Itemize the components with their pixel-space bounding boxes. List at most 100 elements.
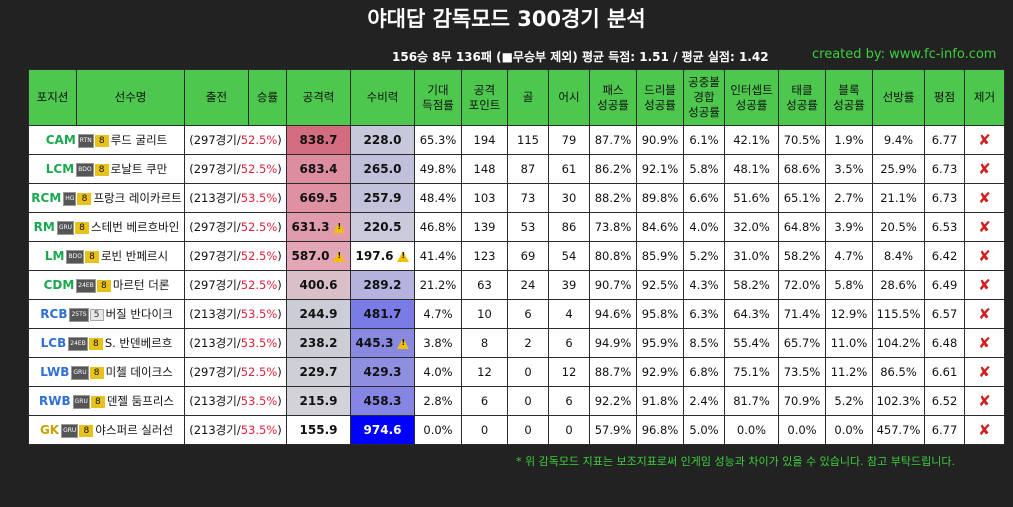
player-name[interactable]: S. 반덴베르흐 <box>104 336 173 350</box>
tackle-success: 58.2% <box>778 241 826 271</box>
remove-icon[interactable]: ✘ <box>978 305 991 323</box>
column-header[interactable]: 어시 <box>548 69 590 126</box>
save-rate: 104.2% <box>872 328 925 358</box>
save-rate: 20.5% <box>872 212 925 242</box>
column-header[interactable]: 기대 득점률 <box>414 69 462 126</box>
win-rate: 52.5% <box>240 249 278 263</box>
pass-success: 90.7% <box>589 270 637 300</box>
games-played: 213경기 <box>193 423 237 437</box>
rating: 6.61 <box>924 357 965 387</box>
upgrade-level-badge: 8 <box>84 250 99 263</box>
position-label: RWB <box>39 394 71 408</box>
expected-goal-rate: 4.7% <box>414 299 462 329</box>
column-header[interactable]: 공격력 <box>286 69 351 126</box>
remove-icon[interactable]: ✘ <box>978 160 991 178</box>
player-name[interactable]: 프랑크 레이카르트 <box>93 191 182 205</box>
player-cell: LWB GRU 8 미첼 데이크스 <box>28 357 185 387</box>
rating: 6.57 <box>924 299 965 329</box>
intercept-success: 0.0% <box>724 415 779 445</box>
upgrade-level-badge: 8 <box>89 366 104 379</box>
dribble-success: 92.5% <box>636 270 684 300</box>
assists: 4 <box>548 299 590 329</box>
defense-rating: 974.6 <box>363 423 402 437</box>
upgrade-level-badge: 8 <box>94 163 109 176</box>
games-played: 213경기 <box>193 191 237 205</box>
defense-rating: 445.3 <box>355 336 394 350</box>
attack-points: 103 <box>461 183 508 213</box>
column-header[interactable]: 골 <box>507 69 549 126</box>
column-header[interactable]: 공중볼 경합 성공률 <box>683 69 725 126</box>
win-rate: 53.5% <box>240 336 278 350</box>
remove-icon[interactable]: ✘ <box>978 247 991 265</box>
assists: 6 <box>548 386 590 416</box>
column-header[interactable]: 태클 성공률 <box>778 69 826 126</box>
expected-goal-rate: 4.0% <box>414 357 462 387</box>
assists: 79 <box>548 125 590 155</box>
player-name[interactable]: 루드 굴리트 <box>110 133 168 147</box>
season-badge-icon: RTN <box>77 133 94 148</box>
block-success: 1.9% <box>825 125 873 155</box>
season-badge-icon: GRU <box>72 394 90 409</box>
column-header[interactable]: 드리블 성공률 <box>636 69 684 126</box>
column-header[interactable]: 포지션 <box>28 69 77 126</box>
remove-icon[interactable]: ✘ <box>978 334 991 352</box>
player-name[interactable]: 로날트 쿠만 <box>110 162 168 176</box>
remove-icon[interactable]: ✘ <box>978 392 991 410</box>
tackle-success: 71.4% <box>778 299 826 329</box>
attack-rating-cell: 244.9 <box>286 299 351 329</box>
column-header[interactable]: 평점 <box>924 69 965 126</box>
season-badge-icon: BDO <box>76 162 94 177</box>
remove-icon[interactable]: ✘ <box>978 218 991 236</box>
tackle-success: 65.7% <box>778 328 826 358</box>
column-header[interactable]: 블록 성공률 <box>825 69 873 126</box>
column-header[interactable]: 수비력 <box>350 69 415 126</box>
dribble-success: 96.8% <box>636 415 684 445</box>
goals: 24 <box>507 270 549 300</box>
expected-goal-rate: 41.4% <box>414 241 462 271</box>
player-name[interactable]: 스테번 베르흐바인 <box>91 220 180 234</box>
defense-rating-cell: 445.3 <box>350 328 415 358</box>
player-name[interactable]: 버질 반다이크 <box>105 307 173 321</box>
column-header[interactable]: 인터셉트 성공률 <box>724 69 779 126</box>
column-header[interactable]: 승률 <box>248 69 287 126</box>
goals: 6 <box>507 299 549 329</box>
upgrade-level-badge: 8 <box>94 134 109 147</box>
defense-rating-cell: 458.3 <box>350 386 415 416</box>
defense-rating: 220.5 <box>363 220 402 234</box>
position-label: CDM <box>43 278 75 292</box>
season-badge-icon: GRU <box>71 365 89 380</box>
aerial-success: 6.1% <box>683 125 725 155</box>
remove-icon[interactable]: ✘ <box>978 189 991 207</box>
remove-icon[interactable]: ✘ <box>978 363 991 381</box>
defense-rating: 458.3 <box>363 394 402 408</box>
column-header[interactable]: 출전 <box>184 69 249 126</box>
column-header[interactable]: 공격 포인트 <box>461 69 508 126</box>
player-name[interactable]: 야스퍼르 실러선 <box>95 423 174 437</box>
player-name[interactable]: 덴젤 둠프리스 <box>106 394 174 408</box>
player-name[interactable]: 마르턴 더론 <box>112 278 170 292</box>
assists: 61 <box>548 154 590 184</box>
games-winrate-cell: (297경기/52.5%) <box>184 125 287 155</box>
block-success: 3.9% <box>825 212 873 242</box>
assists: 86 <box>548 212 590 242</box>
column-header[interactable]: 선방률 <box>872 69 925 126</box>
aerial-success: 4.0% <box>683 212 725 242</box>
column-header[interactable]: 패스 성공률 <box>589 69 637 126</box>
attack-points: 194 <box>461 125 508 155</box>
player-name[interactable]: 로빈 반페르시 <box>100 249 169 263</box>
column-header[interactable]: 선수명 <box>76 69 185 126</box>
goals: 69 <box>507 241 549 271</box>
player-name[interactable]: 미첼 데이크스 <box>105 365 173 379</box>
rating: 6.73 <box>924 154 965 184</box>
pass-success: 88.7% <box>589 357 637 387</box>
remove-cell: ✘ <box>964 183 1005 213</box>
column-header[interactable]: 제거 <box>964 69 1005 126</box>
position-label: CAM <box>45 133 76 147</box>
upgrade-level-badge: 8 <box>96 279 111 292</box>
remove-icon[interactable]: ✘ <box>978 421 991 439</box>
player-cell: RM GRU 8 스테번 베르흐바인 <box>28 212 185 242</box>
remove-icon[interactable]: ✘ <box>978 276 991 294</box>
remove-icon[interactable]: ✘ <box>978 131 991 149</box>
table-row: RCB 25TS 5 버질 반다이크 (213경기/53.5%) 244.9 481.7 4.… <box>28 299 1005 329</box>
